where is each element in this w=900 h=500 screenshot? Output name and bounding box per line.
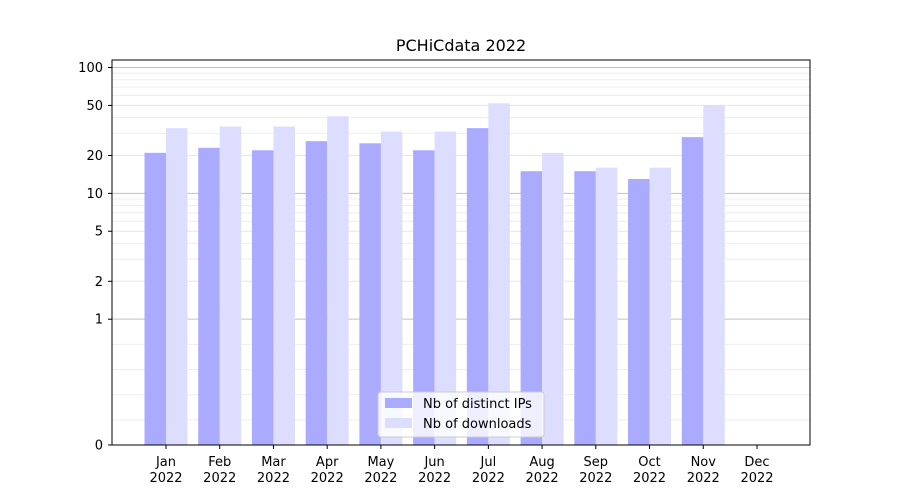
plot-area-frame	[111, 59, 811, 446]
x-tick-label-month: Jul	[480, 455, 497, 470]
bar-distinct-ips-jan	[144, 152, 166, 445]
x-tick-label-month: Jun	[423, 455, 444, 470]
chart-title: PCHiCdata 2022	[396, 36, 526, 55]
x-tick-label-year: 2022	[687, 471, 720, 486]
y-tick-label: 20	[86, 149, 103, 164]
y-tick-label: 2	[95, 275, 103, 290]
y-tick-label: 5	[95, 225, 103, 240]
x-tick-label-year: 2022	[740, 471, 773, 486]
y-tick-label: 100	[78, 61, 103, 76]
bar-distinct-ips-feb	[198, 147, 220, 446]
x-tick-label-month: May	[367, 455, 394, 470]
legend-box	[377, 391, 545, 438]
x-tick-label-year: 2022	[526, 471, 559, 486]
x-tick-label-year: 2022	[311, 471, 344, 486]
y-tick-label: 0	[95, 439, 103, 454]
x-tick-label-month: Mar	[261, 455, 286, 470]
bar-distinct-ips-may	[359, 143, 381, 445]
x-tick-label-year: 2022	[633, 471, 666, 486]
x-tick-label-year: 2022	[203, 471, 236, 486]
x-tick-label-year: 2022	[364, 471, 397, 486]
y-axis: 0 1 2 5 10 20 50 100	[78, 61, 112, 454]
legend: Nb of distinct IPs Nb of downloads	[377, 391, 545, 438]
x-tick-label-month: Apr	[316, 455, 339, 470]
bar-downloads-nov	[703, 105, 725, 445]
y-tick-label: 1	[95, 313, 103, 328]
x-tick-label-year: 2022	[149, 471, 182, 486]
x-tick-label-month: Jan	[155, 455, 176, 470]
x-tick-label-year: 2022	[257, 471, 290, 486]
x-tick-label-month: Dec	[744, 455, 769, 470]
bar-downloads-sep	[595, 167, 618, 445]
bar-downloads-apr	[327, 116, 349, 445]
bar-distinct-ips-jul	[466, 128, 489, 445]
x-tick-label-year: 2022	[418, 471, 451, 486]
bar-distinct-ips-aug	[520, 171, 543, 445]
x-tick-label-year: 2022	[472, 471, 505, 486]
x-tick-label-year: 2022	[579, 471, 612, 486]
bar-distinct-ips-apr	[305, 141, 328, 445]
legend-swatch	[385, 418, 412, 428]
bar-downloads-may	[380, 131, 403, 445]
x-tick-label-month: Oct	[638, 455, 660, 470]
bar-distinct-ips-mar	[251, 150, 274, 445]
legend-swatch	[385, 398, 412, 408]
bar-distinct-ips-oct	[628, 179, 650, 445]
bar-downloads-mar	[273, 126, 295, 445]
x-tick-label-month: Feb	[208, 455, 231, 470]
bar-downloads-oct	[649, 167, 672, 445]
y-tick-label: 50	[86, 99, 103, 114]
bar-distinct-ips-nov	[681, 137, 704, 445]
legend-label: Nb of downloads	[423, 417, 532, 432]
bar-downloads-jun	[434, 131, 457, 445]
bar-downloads-jan	[166, 128, 188, 445]
bar-downloads-jul	[488, 103, 510, 445]
x-tick-label-month: Aug	[529, 455, 554, 470]
bar-distinct-ips-jun	[413, 150, 435, 445]
legend-label: Nb of distinct IPs	[423, 397, 532, 412]
bar-distinct-ips-sep	[574, 171, 596, 445]
x-axis: Jan2022Feb2022Mar2022Apr2022May2022Jun20…	[149, 445, 774, 486]
x-tick-label-month: Sep	[584, 455, 609, 470]
y-tick-label: 10	[86, 187, 103, 202]
x-tick-label-month: Nov	[691, 455, 717, 470]
bars	[144, 103, 725, 446]
bar-downloads-feb	[219, 126, 242, 445]
bar-downloads-aug	[542, 152, 564, 445]
